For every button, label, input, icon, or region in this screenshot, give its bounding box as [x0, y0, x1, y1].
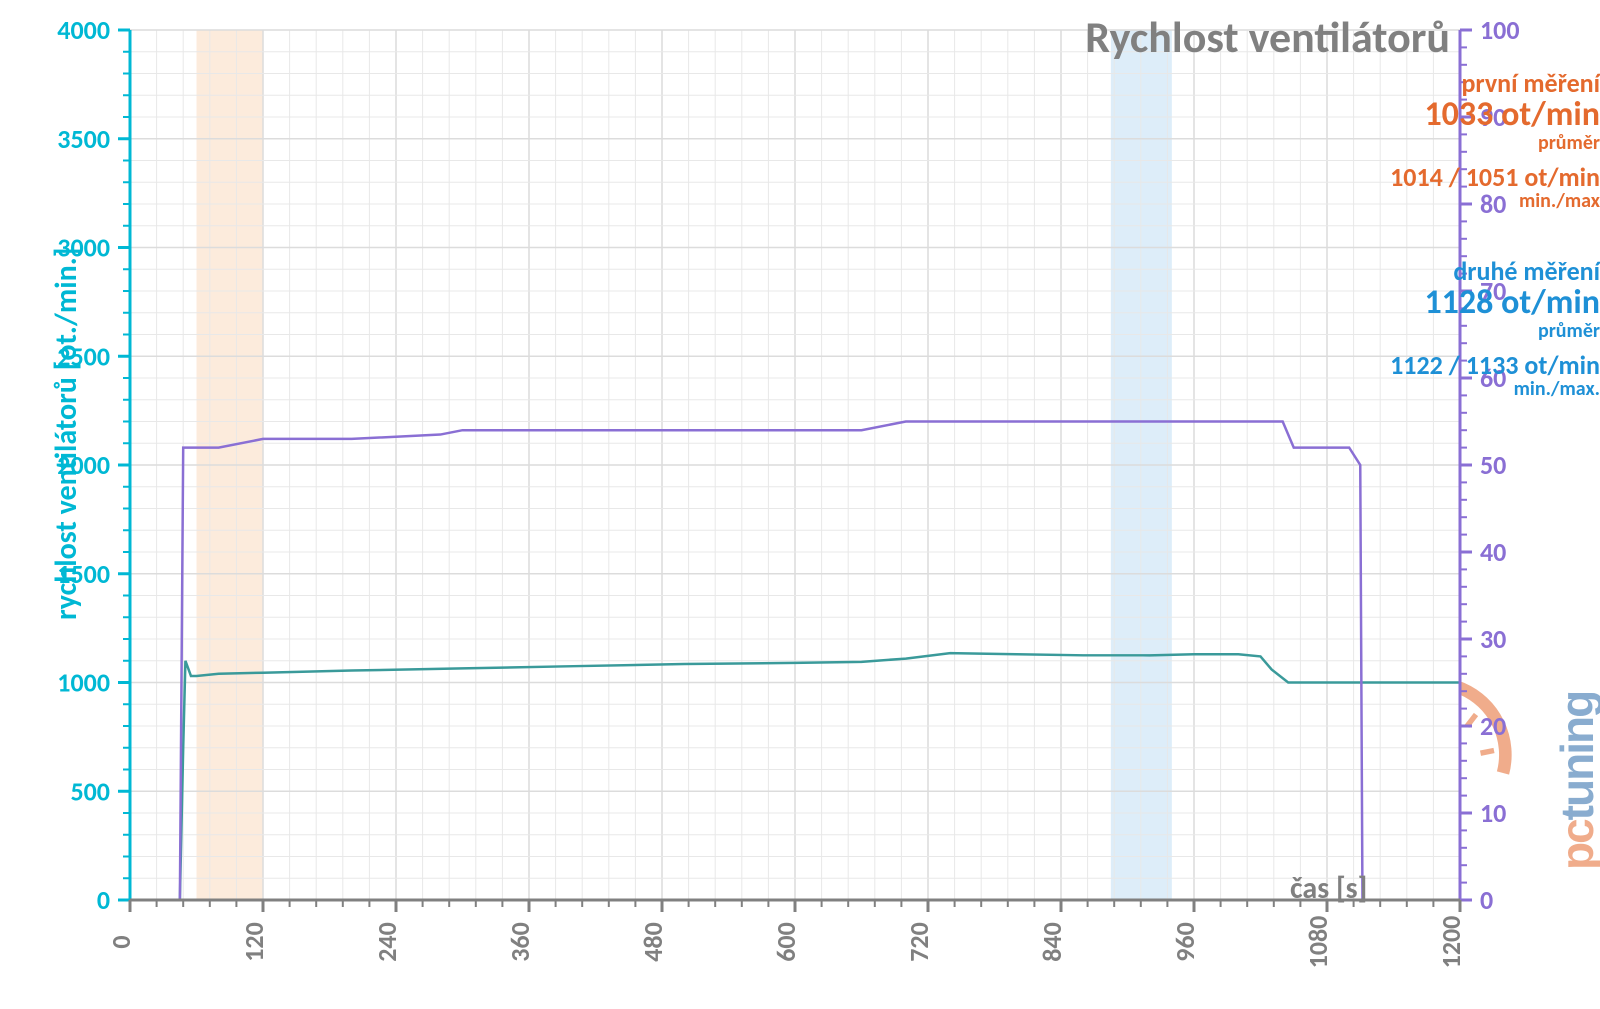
svg-text:500: 500 — [70, 775, 110, 807]
measurement-2-annotation: druhé měření 1128 ot/min průměr 1122 / 1… — [150, 258, 1600, 400]
svg-text:0: 0 — [1480, 884, 1493, 916]
svg-text:50: 50 — [1480, 449, 1506, 481]
svg-text:960: 960 — [1169, 922, 1201, 962]
svg-text:1000: 1000 — [57, 667, 110, 699]
svg-text:840: 840 — [1036, 922, 1068, 962]
measurement-1-annotation: první měření 1033 ot/min průměr 1014 / 1… — [150, 70, 1600, 212]
svg-text:40: 40 — [1480, 536, 1506, 568]
svg-text:360: 360 — [504, 922, 536, 962]
svg-text:480: 480 — [637, 922, 669, 962]
svg-text:10: 10 — [1480, 797, 1506, 829]
svg-text:30: 30 — [1480, 623, 1506, 655]
x-axis-label: čas [s] — [1290, 870, 1367, 907]
svg-text:100: 100 — [1480, 14, 1520, 46]
svg-text:0: 0 — [105, 935, 137, 948]
svg-text:1080: 1080 — [1302, 916, 1334, 969]
chart-title: Rychlost ventilátorů — [0, 10, 1450, 64]
y-left-axis-label: rychlost ventilátorů [ot./min.] — [48, 248, 85, 620]
svg-text:3500: 3500 — [57, 123, 110, 155]
svg-text:600: 600 — [770, 922, 802, 962]
svg-text:1200: 1200 — [1435, 916, 1467, 969]
fan-speed-chart: pctuning 0500100015002000250030003500400… — [0, 0, 1600, 1009]
svg-text:20: 20 — [1480, 710, 1506, 742]
svg-text:720: 720 — [903, 922, 935, 962]
svg-text:240: 240 — [371, 922, 403, 962]
svg-text:120: 120 — [238, 922, 270, 962]
svg-text:0: 0 — [97, 884, 110, 916]
